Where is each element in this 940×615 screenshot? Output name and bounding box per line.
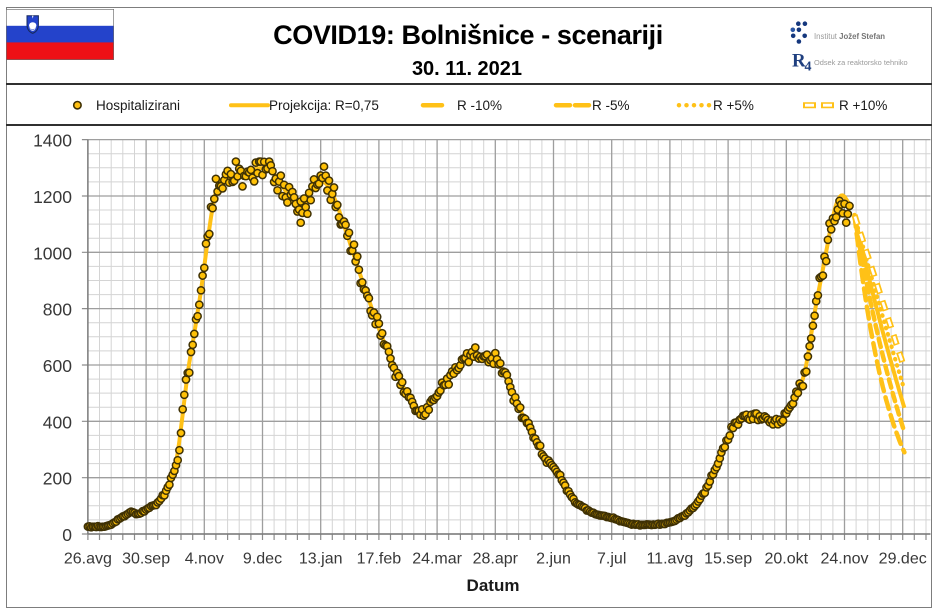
svg-text:20.okt: 20.okt xyxy=(765,551,809,568)
svg-text:4.nov: 4.nov xyxy=(185,551,224,568)
svg-text:28.apr: 28.apr xyxy=(473,551,519,568)
svg-text:1400: 1400 xyxy=(33,131,72,151)
svg-text:0: 0 xyxy=(62,525,72,545)
svg-text:17.feb: 17.feb xyxy=(357,551,402,568)
svg-text:1200: 1200 xyxy=(33,187,72,207)
svg-text:Institut Jožef Stefan: Institut Jožef Stefan xyxy=(814,32,885,41)
svg-text:Odsek za reaktorsko tehniko: Odsek za reaktorsko tehniko xyxy=(814,58,908,67)
svg-text:R +10%: R +10% xyxy=(839,98,887,113)
svg-text:R -5%: R -5% xyxy=(592,98,630,113)
svg-text:Hospitalizirani: Hospitalizirani xyxy=(96,98,180,113)
svg-text:R: R xyxy=(792,51,806,72)
svg-text:Datum: Datum xyxy=(467,576,520,595)
svg-text:800: 800 xyxy=(43,300,72,320)
svg-text:13.jan: 13.jan xyxy=(299,551,343,568)
svg-text:11.avg: 11.avg xyxy=(646,551,693,568)
svg-text:9.dec: 9.dec xyxy=(243,551,282,568)
svg-text:7.jul: 7.jul xyxy=(597,551,626,568)
svg-text:15.sep: 15.sep xyxy=(704,551,752,568)
svg-text:Projekcija: R=0,75: Projekcija: R=0,75 xyxy=(269,98,379,113)
svg-text:1000: 1000 xyxy=(33,243,72,263)
svg-text:R -10%: R -10% xyxy=(457,98,502,113)
svg-text:26.avg: 26.avg xyxy=(64,551,112,568)
svg-text:400: 400 xyxy=(43,412,72,432)
svg-text:30.sep: 30.sep xyxy=(122,551,170,568)
svg-text:600: 600 xyxy=(43,356,72,376)
svg-text:24.mar: 24.mar xyxy=(412,551,462,568)
svg-text:24.nov: 24.nov xyxy=(820,551,868,568)
svg-text:200: 200 xyxy=(43,469,72,489)
svg-text:2.jun: 2.jun xyxy=(536,551,571,568)
svg-text:29.dec: 29.dec xyxy=(879,551,927,568)
svg-text:R +5%: R +5% xyxy=(713,98,754,113)
svg-text:4: 4 xyxy=(805,60,812,75)
